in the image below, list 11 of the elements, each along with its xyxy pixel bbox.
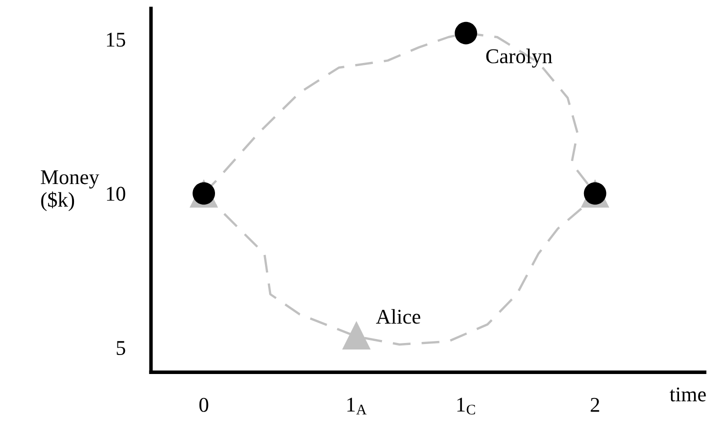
y-tick-label: 5 — [116, 341, 126, 356]
x-tick-label: 1$_{C}$ — [457, 398, 476, 415]
x-tick-label: 1$_{A}$ — [347, 398, 367, 414]
x-tick-label: 0 — [199, 398, 208, 412]
y-axis-title: Money ($k) — [40, 170, 100, 212]
x-tick-label: 2 — [590, 398, 600, 412]
y-tick-label: 15 — [106, 32, 126, 47]
series-label: Carolyn — [486, 48, 552, 68]
y-tick-label: 10 — [106, 186, 126, 201]
series-label: Alice — [376, 309, 420, 324]
x-axis-title: time — [670, 387, 706, 402]
